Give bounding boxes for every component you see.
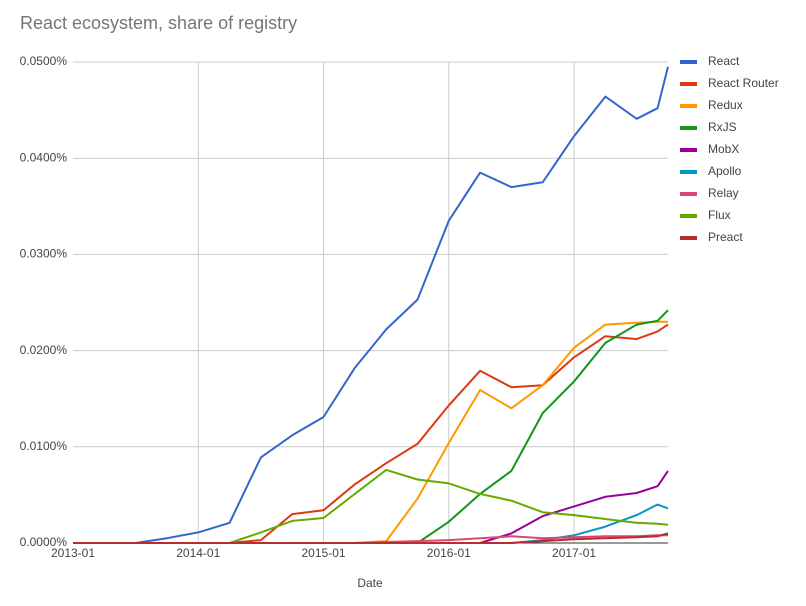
y-tick-label: 0.0200% <box>20 343 68 357</box>
y-tick-label: 0.0100% <box>20 439 68 453</box>
x-tick-label: 2015-01 <box>302 546 346 560</box>
x-tick-label: 2014-01 <box>176 546 220 560</box>
chart-title: React ecosystem, share of registry <box>20 13 297 33</box>
y-tick-label: 0.0400% <box>20 150 68 164</box>
y-tick-label: 0.0500% <box>20 54 68 68</box>
y-tick-label: 0.0300% <box>20 247 68 261</box>
x-tick-label: 2017-01 <box>552 546 596 560</box>
legend-label: React Router <box>708 76 779 90</box>
x-axis-label: Date <box>357 576 383 590</box>
series-line <box>73 532 669 544</box>
y-tick-label: 0.0000% <box>20 535 68 549</box>
legend-label: Preact <box>708 230 743 244</box>
legend-label: Redux <box>708 98 743 112</box>
legend-label: Flux <box>708 208 731 222</box>
legend-label: Relay <box>708 186 739 200</box>
series-line <box>73 66 669 544</box>
legend-label: React <box>708 54 740 68</box>
legend-label: Apollo <box>708 164 742 178</box>
x-tick-label: 2016-01 <box>427 546 471 560</box>
x-tick-label: 2013-01 <box>51 546 95 560</box>
series-line <box>73 468 669 544</box>
legend-label: RxJS <box>708 120 737 134</box>
series-line <box>73 323 669 544</box>
legend-label: MobX <box>708 142 739 156</box>
